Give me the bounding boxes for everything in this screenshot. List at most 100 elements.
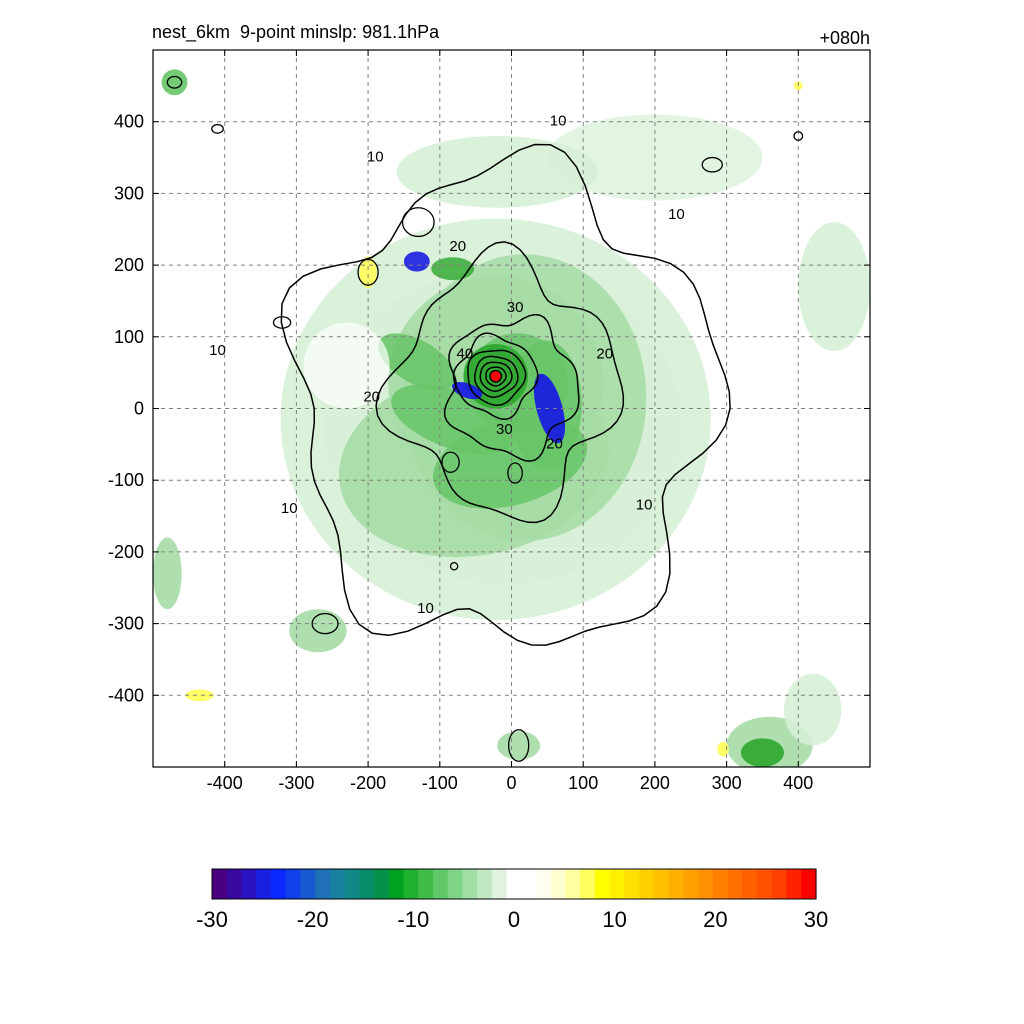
- colorbar-swatch: [698, 869, 714, 899]
- colorbar-swatch: [432, 869, 449, 899]
- forecast-hour-label: +080h: [819, 28, 870, 48]
- contour-line: [452, 332, 539, 421]
- colorbar-swatch: [477, 869, 493, 899]
- colorbar-swatch: [757, 869, 773, 899]
- colorbar-swatch: [786, 869, 802, 899]
- contour-label: 10: [668, 206, 685, 223]
- contour-line: [507, 729, 530, 762]
- contour-label: 10: [209, 342, 226, 359]
- colorbar-tick-label: -10: [397, 907, 429, 932]
- colorbar-swatch: [256, 869, 272, 899]
- colorbar-swatch: [536, 869, 552, 899]
- field-patch: [378, 333, 456, 391]
- contour-label: 20: [596, 346, 613, 363]
- contour-line: [272, 316, 292, 329]
- colorbar-swatch: [801, 869, 817, 899]
- colorbar-tick-label: -20: [297, 907, 329, 932]
- colorbar-swatch: [359, 869, 375, 899]
- contour-label: 10: [281, 500, 298, 517]
- colorbar-swatch: [374, 869, 390, 899]
- colorbar-swatch: [595, 869, 611, 899]
- contour-label: 10: [636, 496, 653, 513]
- x-tick-label: 0: [506, 773, 516, 793]
- field-patch: [740, 738, 784, 767]
- colorbar-swatch: [727, 869, 743, 899]
- field-patch: [783, 673, 842, 746]
- colorbar-tick-label: 30: [804, 907, 828, 932]
- x-tick-label: 100: [568, 773, 598, 793]
- colorbar-swatch: [683, 869, 699, 899]
- colorbar-swatch: [462, 869, 478, 899]
- contour-label: 10: [417, 600, 434, 617]
- contour-label: 20: [363, 389, 380, 406]
- contour-label: 30: [507, 299, 524, 316]
- field-patch: [798, 222, 870, 352]
- contour-label: 20: [546, 435, 563, 452]
- field-patch: [497, 731, 541, 760]
- colorbar-swatch: [329, 869, 346, 899]
- y-tick-label: 300: [114, 183, 144, 203]
- contour-label: 20: [449, 238, 466, 255]
- field-patch: [289, 609, 347, 653]
- colorbar-swatch: [344, 869, 360, 899]
- colorbar-tick-label: -30: [196, 907, 228, 932]
- colorbar-swatch: [639, 869, 655, 899]
- contour-label: 10: [367, 149, 384, 166]
- colorbar-swatch: [285, 869, 301, 899]
- colorbar-swatch: [521, 869, 537, 899]
- colorbar-swatch: [506, 869, 522, 899]
- contour-line: [449, 562, 459, 571]
- colorbar-swatch: [565, 869, 581, 899]
- contour-label: 40: [457, 346, 474, 363]
- contour-lines: 10 10 10 10 10 10 10 20 20 20 20 30 30 40: [166, 75, 804, 762]
- contour-line: [211, 123, 224, 134]
- chart-title: nest_6km 9-point minslp: 981.1hPa: [152, 22, 440, 42]
- field-patch-positive: [359, 256, 377, 289]
- x-tick-label: 300: [712, 773, 742, 793]
- y-tick-label: -300: [108, 614, 144, 634]
- x-tick-label: 400: [783, 773, 813, 793]
- contour-line: [401, 207, 435, 238]
- colorbar-swatch: [226, 869, 243, 899]
- x-tick-label: 200: [640, 773, 670, 793]
- contour-line: [467, 349, 527, 406]
- contour-line: [507, 462, 523, 484]
- y-tick-label: -400: [108, 685, 144, 705]
- contour-line: [441, 451, 460, 473]
- field-patch-positive: [717, 741, 729, 757]
- contour-line: [793, 131, 804, 141]
- x-tick-label: -400: [207, 773, 243, 793]
- colorbar-swatch: [447, 869, 464, 899]
- field-patch: [396, 136, 598, 208]
- contour-line: [166, 75, 183, 89]
- field-patch: [391, 384, 515, 455]
- shaded-field: [153, 69, 870, 767]
- colorbar-swatch: [212, 869, 228, 899]
- field-patch: [403, 251, 430, 272]
- storm-center-marker: [490, 371, 501, 382]
- colorbar-swatch: [550, 869, 567, 899]
- contour-line: [375, 241, 625, 524]
- y-tick-label: 0: [134, 399, 144, 419]
- colorbar-tick-label: 10: [602, 907, 626, 932]
- field-patch: [431, 257, 475, 281]
- y-tick-label: 200: [114, 255, 144, 275]
- colorbar-swatch: [712, 869, 729, 899]
- contour-line: [311, 612, 339, 635]
- colorbar-tick-label: 0: [508, 907, 520, 932]
- field-patch: [161, 69, 188, 96]
- contour-label: 30: [496, 421, 513, 438]
- y-tick-label: -100: [108, 470, 144, 490]
- contour-line: [489, 369, 503, 383]
- colorbar-tick-label: 20: [703, 907, 727, 932]
- colorbar-swatch: [270, 869, 287, 899]
- colorbar-swatch: [491, 869, 508, 899]
- x-tick-label: -200: [350, 773, 386, 793]
- colorbar-swatch: [418, 869, 434, 899]
- colorbar-swatch: [388, 869, 405, 899]
- y-tick-label: 100: [114, 327, 144, 347]
- colorbar-border: [211, 868, 817, 900]
- x-tick-label: -300: [278, 773, 314, 793]
- colorbar: -30 -20 -10 0 10 20 30: [196, 868, 828, 932]
- colorbar-swatch: [300, 869, 316, 899]
